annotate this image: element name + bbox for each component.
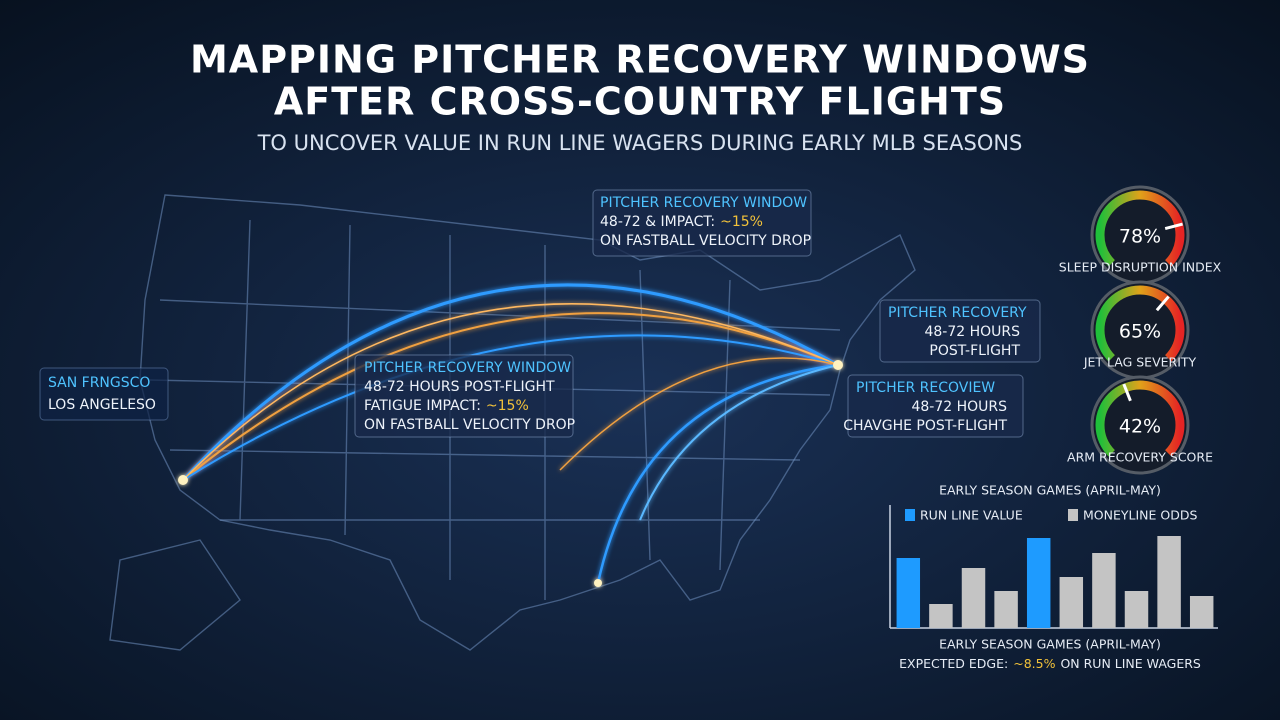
callout-line: ON FASTBALL VELOCITY DROP — [364, 417, 575, 433]
callout-box — [879, 299, 1041, 363]
bar — [1189, 596, 1214, 628]
gauge-label: SLEEP DISRUPTION INDEX — [1059, 260, 1222, 275]
bar — [1157, 536, 1181, 628]
city-box — [39, 367, 169, 421]
gauge-needle — [1155, 295, 1170, 312]
text-part: EXPECTED EDGE: — [899, 656, 1008, 671]
chart-note: EXPECTED EDGE: ~8.5% ON RUN LINE WAGERS — [899, 656, 1201, 671]
gauge-track — [1095, 285, 1185, 362]
bar — [1092, 553, 1116, 628]
content: MAPPING PITCHER RECOVERY WINDOWS AFTER C… — [39, 38, 1222, 671]
flight-arcs — [178, 283, 843, 587]
bar — [929, 604, 953, 628]
bar — [1026, 538, 1051, 628]
callout-line: CHAVGHE POST-FLIGHT — [843, 418, 1007, 434]
text-part: ~15% — [720, 214, 763, 230]
hub — [594, 579, 602, 587]
callout-line: PITCHER RECOVERY — [888, 305, 1027, 321]
callout-line: FATIGUE IMPACT: ~15% — [364, 398, 529, 414]
gauge-needle — [1164, 222, 1183, 230]
title: MAPPING PITCHER RECOVERY WINDOWS — [190, 38, 1090, 82]
x-axis-label: EARLY SEASON GAMES (APRIL-MAY) — [939, 637, 1161, 652]
gauge-value: 78% — [1119, 226, 1161, 248]
title: AFTER CROSS-COUNTRY FLIGHTS — [274, 80, 1006, 124]
callout-line: 48-72 HOURS — [911, 399, 1007, 415]
text-part: FATIGUE IMPACT: — [364, 398, 481, 414]
gauge-label: ARM RECOVERY SCORE — [1067, 450, 1213, 465]
bar — [1059, 577, 1084, 628]
gauge-needle — [1122, 383, 1132, 402]
chart-title: EARLY SEASON GAMES (APRIL-MAY) — [939, 483, 1161, 498]
bar — [961, 568, 986, 628]
legend-label: RUN LINE VALUE — [920, 508, 1023, 523]
hub — [833, 360, 843, 370]
callout-line: 48-72 & IMPACT: ~15% — [600, 214, 763, 230]
text-part: ON RUN LINE WAGERS — [1060, 656, 1200, 671]
gauge-value: 42% — [1119, 416, 1161, 438]
text-part: ~8.5% — [1013, 656, 1055, 671]
gauge-face — [1090, 375, 1190, 475]
callout-box — [354, 354, 574, 438]
gauge-label: JET LAG SEVERITY — [1083, 355, 1197, 370]
legend-swatch — [1068, 509, 1078, 521]
gauge-value: 65% — [1119, 321, 1161, 343]
callout-line: PITCHER RECOVIEW — [856, 380, 995, 396]
text-part: 48-72 & IMPACT: — [600, 214, 715, 230]
bar — [1124, 591, 1149, 628]
bar — [896, 558, 921, 628]
callout-line: POST-FLIGHT — [929, 343, 1020, 359]
subtitle: TO UNCOVER VALUE IN RUN LINE WAGERS DURI… — [257, 131, 1023, 155]
legend-label: MONEYLINE ODDS — [1083, 508, 1197, 523]
callout-line: ON FASTBALL VELOCITY DROP — [600, 233, 811, 249]
legend-swatch — [905, 509, 915, 521]
hub — [178, 475, 188, 485]
callout-line: PITCHER RECOVERY WINDOW — [364, 360, 571, 376]
callout-box — [592, 189, 812, 257]
gauge-track — [1095, 190, 1185, 267]
callout-line: 48-72 HOURS POST-FLIGHT — [364, 379, 555, 395]
city-label: LOS ANGELESO — [48, 397, 156, 413]
gauge-track — [1095, 380, 1185, 457]
bar — [994, 591, 1018, 628]
text-part: ~15% — [486, 398, 529, 414]
city-label: SAN FRNGSCO — [48, 375, 150, 391]
callout-box — [847, 374, 1024, 438]
callout-line: 48-72 HOURS — [924, 324, 1020, 340]
callout-line: PITCHER RECOVERY WINDOW — [600, 195, 807, 211]
